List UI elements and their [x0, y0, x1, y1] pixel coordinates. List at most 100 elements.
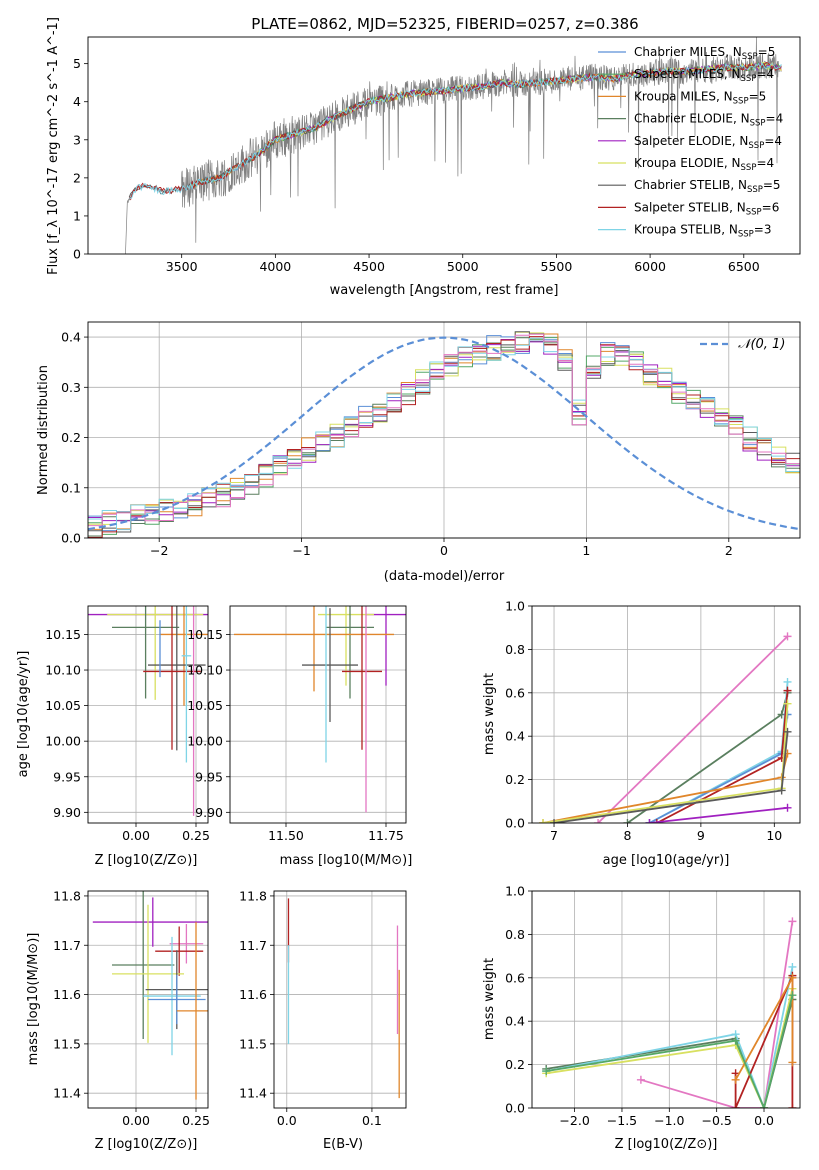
- y-tick-label: 10.15: [45, 627, 81, 642]
- y-axis-label: mass weight: [482, 958, 497, 1040]
- plot-area: [287, 898, 400, 1099]
- y-tick-label: 11.6: [53, 987, 81, 1002]
- legend-label: Kroupa MILES, NSSP=5: [634, 89, 766, 106]
- legend-label: Chabrier ELODIE, NSSP=4: [634, 112, 783, 129]
- y-tick-label: 0.8: [505, 927, 525, 942]
- axis-frame: 7 8 9 10 0.0 0.2 0.4 0.6 0.8 1.0 age [log10(age/yr…: [482, 599, 801, 868]
- axis-frame: 0.00 0.25 9.90 9.95 10.00 10.05 10.10 10.15 Z [l…: [16, 605, 210, 868]
- axes-weight-vs-Z: −2.0 −1.5 −1.0 −0.5 0.0 0.0 0.2 0.4 0.6 0.8 1.0 Z […: [482, 884, 801, 1152]
- weight-marker: [783, 686, 792, 695]
- axis-frame: 0.0 0.1 11.4 11.5 11.6 11.7 11.8 E(B-V): [239, 888, 407, 1152]
- data-point: [155, 926, 204, 976]
- x-axis-label: Z [log10(Z/Z⊙)]: [95, 1137, 198, 1152]
- axis-spines: [87, 321, 801, 539]
- x-tick-label: 9: [697, 828, 705, 843]
- y-tick-label: 5: [73, 56, 81, 71]
- axes-spectrum: 3500 4000 4500 5000 5500 6000 6500 0 1 2 3 4 5 Chabri…: [46, 17, 801, 298]
- x-tick-label: −2: [150, 543, 168, 558]
- y-tick-label: 10.05: [187, 698, 223, 713]
- weight-series: [645, 803, 792, 823]
- histogram-step-line: [88, 337, 800, 537]
- histogram-step-line: [88, 337, 800, 535]
- x-tick-label: −0.5: [701, 1113, 731, 1128]
- data-point: [92, 897, 208, 947]
- weight-marker: [636, 1075, 645, 1084]
- x-tick-label: 0.25: [182, 828, 210, 843]
- axis-spines: [531, 605, 801, 824]
- y-tick-label: 0.1: [61, 480, 81, 495]
- weight-series: [550, 727, 792, 823]
- axis-spines: [87, 36, 801, 255]
- axis-frame: 0.00 0.25 11.4 11.5 11.6 11.7 11.8 Z [log10(Z/Z…: [26, 888, 210, 1152]
- data-point: [148, 974, 206, 1025]
- y-tick-label: 1: [73, 208, 81, 223]
- axis-spines: [531, 890, 801, 1109]
- weight-marker: [645, 819, 654, 823]
- y-axis-label: mass weight: [482, 673, 497, 755]
- legend-label: Salpeter MILES, NSSP=4: [634, 67, 774, 84]
- axis-frame: 11.50 11.75 9.90 9.95 10.00 10.05 10.10 10.15 ma…: [187, 605, 413, 868]
- x-axis-label: mass [log10(M/M⊙)]: [280, 853, 413, 868]
- weight-marker: [788, 973, 797, 982]
- y-tick-label: 11.5: [53, 1036, 81, 1051]
- y-tick-label: 3: [73, 132, 81, 147]
- x-tick-label: −1.0: [654, 1113, 684, 1128]
- axes-mass-vs-Z: 0.00 0.25 11.4 11.5 11.6 11.7 11.8 Z [log10(Z/Z…: [26, 888, 210, 1152]
- y-tick-label: 1.0: [505, 599, 525, 614]
- data-point: [160, 606, 208, 706]
- weight-line: [626, 692, 789, 823]
- y-tick-label: 11.8: [239, 888, 267, 903]
- weight-series: [623, 688, 792, 823]
- data-point: [169, 924, 204, 964]
- y-tick-label: 10.00: [187, 734, 223, 749]
- y-tick-label: 11.5: [239, 1036, 267, 1051]
- y-tick-label: 0.2: [505, 1057, 525, 1072]
- plot-area: [125, 37, 782, 254]
- axis-frame: 3500 4000 4500 5000 5500 6000 6500 0 1 2 3 4 5 Chabri…: [46, 17, 801, 298]
- y-tick-label: 9.90: [195, 805, 223, 820]
- data-point: [326, 606, 374, 699]
- x-tick-label: 4000: [259, 259, 291, 274]
- y-tick-label: 2: [73, 170, 81, 185]
- x-tick-label: 8: [623, 828, 631, 843]
- x-tick-label: 10: [766, 828, 782, 843]
- y-tick-label: 0.6: [505, 970, 525, 985]
- weight-series: [542, 991, 797, 1108]
- y-axis-label: mass [log10(M/M⊙)]: [26, 933, 41, 1066]
- x-tick-label: −1: [292, 543, 310, 558]
- data-point: [176, 922, 208, 1100]
- legend: Chabrier MILES, NSSP=5 Salpeter MILES, NS…: [598, 45, 783, 240]
- y-tick-label: 1.0: [505, 884, 525, 899]
- y-tick-label: 11.7: [53, 938, 81, 953]
- plot-area: [88, 606, 208, 816]
- x-tick-label: 11.75: [368, 828, 404, 843]
- axes-age-vs-mass: 11.50 11.75 9.90 9.95 10.00 10.05 10.10 10.15 ma…: [187, 605, 413, 868]
- x-tick-label: 11.50: [268, 828, 304, 843]
- x-tick-label: 4500: [353, 259, 385, 274]
- axes-mass-vs-EBV: 0.0 0.1 11.4 11.5 11.6 11.7 11.8 E(B-V): [239, 888, 407, 1152]
- y-axis-label: Normed distribution: [36, 365, 51, 495]
- data-point: [143, 936, 201, 1056]
- data-point: [318, 606, 374, 686]
- y-tick-label: 10.10: [187, 663, 223, 678]
- y-tick-label: 11.6: [239, 987, 267, 1002]
- weight-marker: [788, 991, 797, 1000]
- data-point: [234, 606, 394, 692]
- y-tick-label: 0.0: [505, 1101, 525, 1116]
- x-tick-label: 0.0: [277, 1113, 297, 1128]
- y-tick-label: 0.8: [505, 642, 525, 657]
- axes-age-vs-Z: 0.00 0.25 9.90 9.95 10.00 10.05 10.10 10.15 Z [l…: [16, 605, 210, 868]
- weight-marker: [623, 819, 632, 823]
- x-tick-label: −1.5: [607, 1113, 637, 1128]
- y-tick-label: 0.6: [505, 685, 525, 700]
- data-point: [181, 606, 192, 763]
- weight-marker: [788, 1058, 797, 1067]
- weight-marker: [783, 727, 792, 736]
- y-tick-label: 10.00: [45, 734, 81, 749]
- data-point: [112, 606, 180, 699]
- weight-line: [546, 994, 794, 1108]
- histogram-step-line: [88, 331, 800, 533]
- plot-area: [88, 331, 800, 538]
- y-axis-label: Flux [f_λ 10^-17 erg cm^-2 s^-1 A^-1]: [46, 17, 61, 275]
